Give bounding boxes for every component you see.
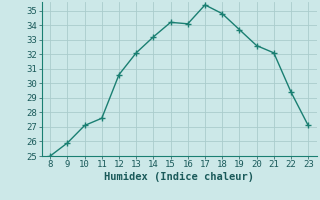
X-axis label: Humidex (Indice chaleur): Humidex (Indice chaleur) bbox=[104, 172, 254, 182]
